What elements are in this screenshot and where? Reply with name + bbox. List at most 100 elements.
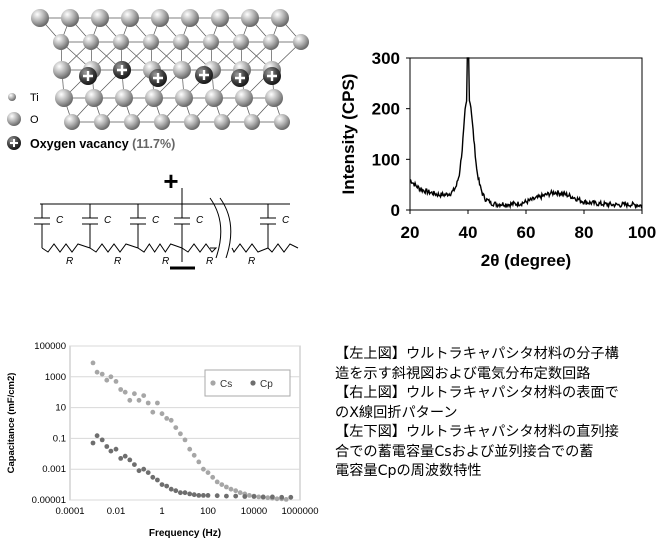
o-atom <box>121 9 139 27</box>
o-atom <box>154 114 170 130</box>
data-point-cp <box>233 493 239 499</box>
resistor <box>231 243 299 253</box>
lattice-vacancies <box>79 61 281 87</box>
o-atom <box>203 34 219 50</box>
data-point-cs <box>274 496 280 502</box>
y-tick-label: 300 <box>372 49 400 68</box>
resistor-label: R <box>162 256 169 267</box>
data-point-cs <box>159 411 165 417</box>
data-point-cp <box>201 493 206 498</box>
capacitor-label: C <box>282 215 290 226</box>
data-point-cs <box>122 389 128 395</box>
o-atom <box>184 114 200 130</box>
y-tick-label: 0.00001 <box>32 495 66 506</box>
crystal-structure-figure: Ti O Oxygen vacancy (11.7%) <box>0 0 330 160</box>
o-atom <box>173 34 189 50</box>
o-atom <box>241 9 259 27</box>
o-atom <box>53 34 69 50</box>
o-atom <box>244 114 260 130</box>
resistor <box>181 243 218 253</box>
data-point-cp <box>191 492 197 498</box>
resistor <box>137 243 183 253</box>
data-point-cs <box>127 397 133 403</box>
vacancy-legend-icon <box>7 136 21 150</box>
data-point-cp <box>251 494 257 499</box>
x-tick-label: 1000000 <box>282 506 319 517</box>
data-point-cs <box>237 490 243 496</box>
data-point-cp <box>122 453 128 459</box>
capacitance-chart: 100000 1000 10 0.1 0.001 0.00001 0.0001 0.01 1 10… <box>0 330 320 546</box>
circuit-cell: CR <box>34 204 91 267</box>
data-point-cp <box>164 483 170 489</box>
y-tick-label: 200 <box>372 100 400 119</box>
legend-box <box>204 369 291 397</box>
data-point-cp <box>288 494 294 500</box>
plus-terminal-label: + <box>163 168 178 196</box>
ti-legend-label: Ti <box>30 92 39 104</box>
data-point-cp <box>196 493 202 498</box>
legend-label: Cs <box>220 379 232 390</box>
x-tick-label: 0.0001 <box>55 506 84 517</box>
data-point-cp <box>136 468 142 474</box>
o-legend-icon <box>7 112 21 126</box>
data-point-cp <box>127 457 133 463</box>
y-axis-label: Capacitance (mF/cm2) <box>6 373 17 474</box>
ti-legend-icon <box>8 93 16 101</box>
xrd-series-line <box>409 57 643 210</box>
o-atom <box>55 89 73 107</box>
o-atom <box>94 114 110 130</box>
data-point-cs <box>99 371 105 377</box>
data-point-cs <box>228 486 234 492</box>
vacancy-atom <box>113 61 131 79</box>
data-point-cs <box>150 409 156 415</box>
capacitor-label: C <box>152 215 160 226</box>
data-point-cp <box>104 444 110 449</box>
resistor-label: R <box>66 256 73 267</box>
vacancy-atom <box>195 66 213 84</box>
o-atom <box>263 34 279 50</box>
cap-plot-frame <box>69 345 301 501</box>
capacitor-label: C <box>196 215 204 226</box>
circuit-cell: CR <box>130 204 183 267</box>
o-atom <box>214 114 230 130</box>
resistor <box>89 243 139 253</box>
x-tick-label: 100 <box>628 223 656 242</box>
circuit-cell: CR <box>231 204 299 267</box>
vacancy-atom <box>149 69 167 87</box>
data-point-cp <box>141 466 147 472</box>
circuit-cell: CR <box>174 204 218 267</box>
data-point-cs <box>256 494 262 500</box>
data-point-cp <box>90 440 96 446</box>
data-point-cs <box>178 431 183 437</box>
x-tick-label: 20 <box>401 223 420 242</box>
o-atom <box>143 34 159 50</box>
data-point-cs <box>173 425 179 430</box>
data-point-cs <box>113 379 119 384</box>
data-point-cp <box>150 474 156 480</box>
data-point-cp <box>214 493 220 499</box>
caption-line: 合での蓄電容量Csおよび並列接合での蓄 <box>335 443 594 460</box>
data-point-cs <box>168 417 174 423</box>
o-atom <box>271 9 289 27</box>
data-point-cs <box>283 497 289 502</box>
data-point-cs <box>182 437 188 443</box>
resistor-label: R <box>114 256 121 267</box>
data-point-cs <box>132 391 137 397</box>
lattice-bonds <box>39 17 302 123</box>
data-point-cs <box>214 479 220 485</box>
xrd-chart: 20 40 60 80 100 0 100 200 300 2θ (degree) Intensit… <box>332 40 662 275</box>
data-point-cp <box>205 493 211 498</box>
y-tick-label: 0.001 <box>42 464 66 475</box>
y-tick-label: 0 <box>391 201 400 220</box>
caption-line: 【左下図】ウルトラキャパシタ材料の直列接 <box>335 424 619 440</box>
data-point-cs <box>210 474 216 480</box>
data-point-cs <box>205 470 211 475</box>
resistor-label: R <box>248 256 255 267</box>
o-atom <box>61 9 79 27</box>
o-atom <box>235 89 253 107</box>
capacitor-label: C <box>56 215 64 226</box>
vacancy-atom <box>79 67 97 85</box>
y-tick-label: 100 <box>372 150 400 169</box>
data-point-cs <box>224 484 229 490</box>
